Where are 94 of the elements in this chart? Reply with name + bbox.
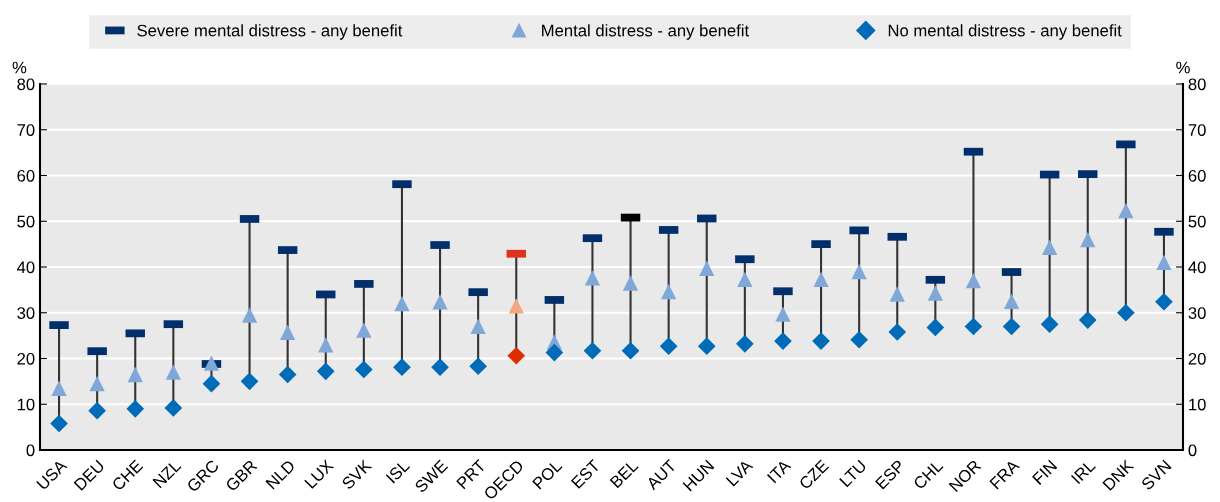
point (126, 399, 145, 418)
point (280, 324, 296, 341)
x-tick-label: FRA (989, 458, 1021, 490)
y2-tick-label: 70 (1188, 124, 1206, 136)
point (202, 374, 221, 393)
point (203, 355, 220, 371)
y2-tick-label: 50 (1188, 215, 1206, 228)
point (1155, 292, 1173, 311)
point (736, 335, 754, 353)
point (1156, 254, 1172, 271)
point (278, 365, 297, 384)
point (1003, 293, 1020, 309)
point (661, 284, 677, 300)
point (165, 364, 181, 380)
point (50, 414, 68, 433)
x-tick-label: POL (532, 459, 563, 490)
point (318, 337, 334, 353)
point (508, 298, 524, 314)
point (1002, 317, 1021, 336)
point (469, 357, 487, 376)
point (316, 362, 335, 381)
point (355, 360, 373, 379)
point (737, 271, 753, 287)
point (964, 317, 983, 336)
y-tick-label: 20 (17, 352, 35, 365)
y-tick-label: 0 (26, 444, 35, 457)
point (1080, 231, 1096, 248)
point (241, 307, 258, 323)
y2-axis-title: % (1176, 61, 1190, 74)
point (926, 318, 945, 337)
y-axis-title: % (12, 61, 27, 74)
point (659, 337, 678, 355)
x-tick-label: LTU (839, 459, 867, 488)
point (545, 343, 564, 362)
x-tick-label: CHL (912, 459, 944, 490)
point (1078, 311, 1097, 329)
x-tick-label: LVA (725, 458, 754, 487)
point (507, 346, 526, 365)
point (813, 271, 829, 287)
y2-tick-label: 80 (1188, 78, 1206, 91)
x-tick-label: USA (36, 458, 68, 491)
point (812, 332, 830, 350)
x-tick-label: ITA (767, 458, 792, 484)
point (240, 372, 259, 391)
point (699, 260, 715, 277)
point (89, 376, 105, 392)
point (927, 285, 943, 301)
point (394, 295, 410, 312)
y-tick-label: 30 (17, 307, 35, 319)
y-tick-label: 40 (16, 261, 35, 274)
y2-tick-label: 20 (1188, 352, 1206, 365)
point (164, 399, 183, 417)
point (889, 286, 905, 302)
x-tick-label: IRL (1070, 459, 1096, 485)
point (1042, 239, 1058, 255)
y-tick-label: 50 (17, 215, 35, 228)
point (88, 401, 106, 420)
point (356, 322, 372, 338)
point (888, 323, 907, 341)
point (775, 306, 791, 322)
x-tick-label: FIN (1032, 459, 1058, 485)
point (774, 332, 792, 350)
y-tick-label: 70 (17, 124, 35, 136)
point (584, 270, 601, 286)
point (583, 341, 602, 360)
y2-tick-label: 40 (1188, 261, 1206, 274)
y-tick-label: 80 (17, 78, 35, 91)
point (965, 273, 982, 289)
point (850, 330, 868, 349)
y-tick-label: 10 (17, 398, 35, 411)
point (51, 380, 67, 396)
point (697, 337, 716, 355)
point (1040, 315, 1059, 334)
point (431, 358, 449, 377)
y2-tick-label: 10 (1189, 398, 1206, 411)
y2-tick-label: 0 (1188, 444, 1197, 457)
point (127, 366, 143, 383)
point (851, 263, 867, 280)
x-tick-label: ISL (385, 459, 411, 484)
legend-label: Severe mental distress - any benefit (137, 24, 403, 40)
point (621, 341, 640, 360)
point (622, 275, 639, 291)
legend-label: No mental distress - any benefit (888, 24, 1122, 40)
point (393, 358, 411, 377)
point (432, 294, 448, 310)
point (470, 318, 486, 335)
y2-tick-label: 30 (1188, 307, 1206, 319)
y2-tick-label: 60 (1188, 169, 1206, 182)
point (1117, 303, 1135, 322)
x-tick-label: BEL (609, 459, 639, 489)
x-tick-label: NZL (152, 459, 182, 489)
legend-label: Mental distress - any benefit (542, 24, 750, 40)
y-tick-label: 60 (17, 169, 35, 182)
point (1118, 203, 1134, 219)
